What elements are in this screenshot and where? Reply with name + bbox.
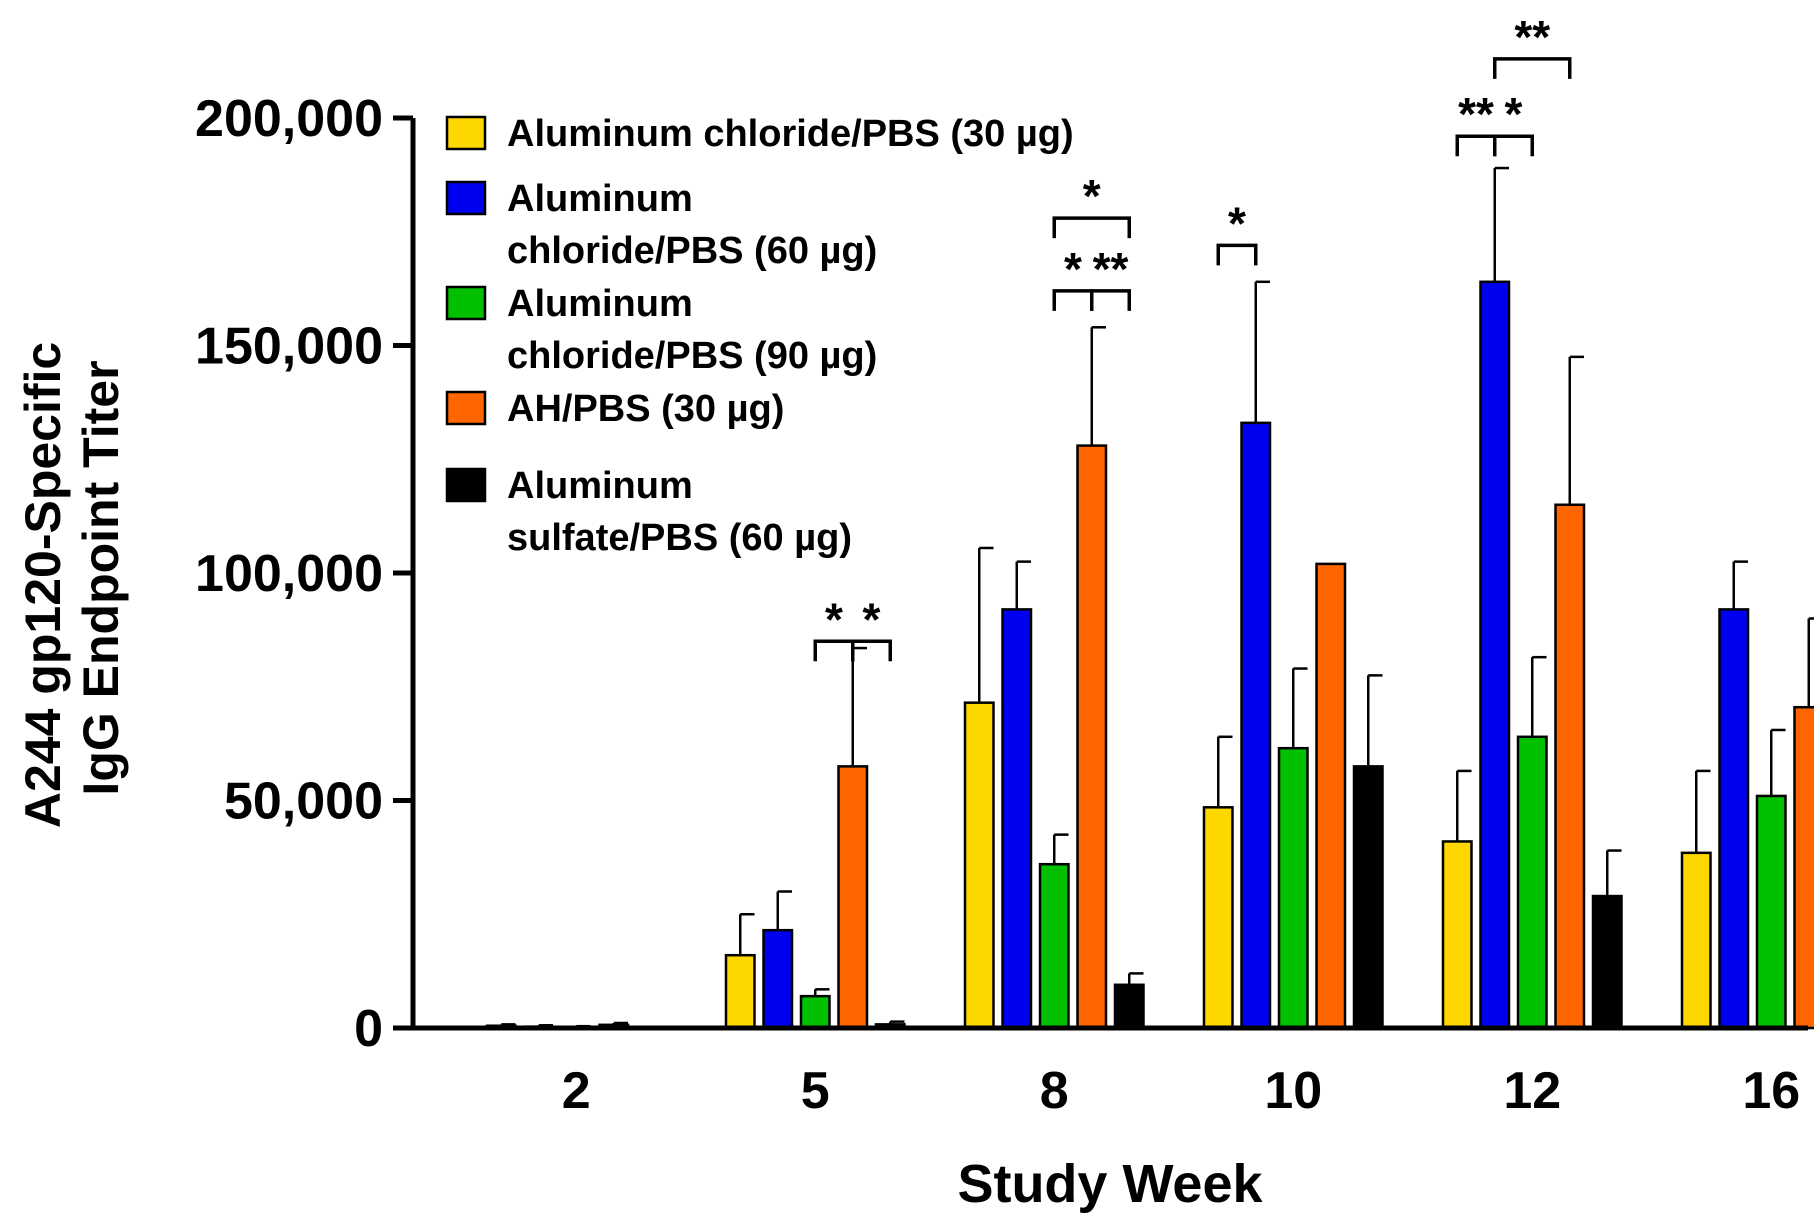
bar bbox=[724, 953, 756, 1030]
significance-label: * bbox=[1228, 197, 1246, 249]
legend-label: chloride/PBS (60 µg) bbox=[507, 230, 877, 272]
legend-swatch bbox=[445, 115, 487, 151]
legend-label: AH/PBS (30 µg) bbox=[507, 388, 784, 430]
legend: Aluminum chloride/PBS (30 µg) Aluminum chl… bbox=[445, 113, 1074, 559]
y-axis-title: A244 gp120-Specific IgG Endpoint Titer bbox=[15, 328, 129, 828]
significance-bracket bbox=[851, 639, 892, 662]
bar bbox=[1240, 421, 1272, 1030]
ticks-layer: 0 50,000 100,000 150,000 200,000 2 5 8 10 12 16 bbox=[195, 90, 1800, 1120]
legend-label: Aluminum bbox=[507, 283, 693, 325]
bar bbox=[1718, 608, 1750, 1030]
bar bbox=[1076, 444, 1108, 1030]
legend-label: Aluminum bbox=[507, 465, 693, 507]
bar bbox=[1516, 735, 1548, 1030]
bar bbox=[1113, 983, 1145, 1030]
legend-swatch bbox=[445, 180, 487, 216]
x-tick-label: 8 bbox=[1040, 1062, 1069, 1120]
bar bbox=[1315, 562, 1347, 1030]
x-tick-label: 2 bbox=[562, 1062, 591, 1120]
bar bbox=[1277, 746, 1309, 1030]
bar bbox=[1554, 503, 1586, 1030]
significance-label: * bbox=[1064, 243, 1082, 295]
significance-label: * bbox=[825, 593, 843, 645]
y-tick-label: 50,000 bbox=[224, 773, 383, 831]
x-tick-label: 5 bbox=[801, 1062, 830, 1120]
bar bbox=[762, 928, 794, 1030]
bar bbox=[1202, 806, 1234, 1030]
bar bbox=[963, 701, 995, 1030]
significance-label: * bbox=[1083, 170, 1101, 222]
significance-layer: * ** ****** *** bbox=[813, 11, 1572, 662]
significance-label: ** bbox=[1514, 11, 1550, 63]
y-tick-label: 0 bbox=[354, 1000, 383, 1058]
significance-label: * bbox=[1505, 88, 1523, 140]
y-axis-title-line-1: A244 gp120-Specific bbox=[15, 342, 71, 828]
bar bbox=[1591, 894, 1623, 1030]
bar bbox=[837, 765, 869, 1030]
bar bbox=[1441, 840, 1473, 1030]
legend-swatch bbox=[445, 467, 487, 503]
bar bbox=[1793, 705, 1814, 1030]
significance-label: ** bbox=[1458, 88, 1494, 140]
y-tick-label: 150,000 bbox=[195, 318, 383, 376]
legend-swatch bbox=[445, 390, 487, 426]
x-tick-label: 12 bbox=[1503, 1062, 1561, 1120]
legend-label: Aluminum bbox=[507, 178, 693, 220]
significance-bracket bbox=[1216, 243, 1258, 266]
bar bbox=[799, 994, 831, 1030]
bar bbox=[1680, 851, 1712, 1030]
significance-bracket bbox=[1090, 289, 1131, 311]
significance-bracket bbox=[1052, 216, 1131, 239]
y-axis-title-line-2: IgG Endpoint Titer bbox=[73, 360, 129, 795]
y-tick-label: 200,000 bbox=[195, 90, 383, 148]
significance-label: ** bbox=[1093, 243, 1129, 295]
significance-bracket bbox=[1493, 134, 1534, 157]
bar bbox=[1755, 794, 1787, 1030]
x-tick-label: 16 bbox=[1742, 1062, 1800, 1120]
bar bbox=[1352, 765, 1384, 1030]
x-axis-title: Study Week bbox=[957, 1154, 1263, 1214]
legend-swatch bbox=[445, 285, 487, 321]
bar bbox=[1479, 280, 1511, 1030]
x-tick-label: 10 bbox=[1264, 1062, 1322, 1120]
y-tick-label: 100,000 bbox=[195, 545, 383, 603]
significance-bracket bbox=[1493, 57, 1572, 79]
significance-label: * bbox=[863, 593, 881, 645]
bar bbox=[1001, 608, 1033, 1030]
legend-label: chloride/PBS (90 µg) bbox=[507, 335, 877, 377]
legend-label: Aluminum chloride/PBS (30 µg) bbox=[507, 113, 1074, 155]
bar bbox=[1038, 862, 1070, 1030]
legend-label: sulfate/PBS (60 µg) bbox=[507, 517, 852, 559]
